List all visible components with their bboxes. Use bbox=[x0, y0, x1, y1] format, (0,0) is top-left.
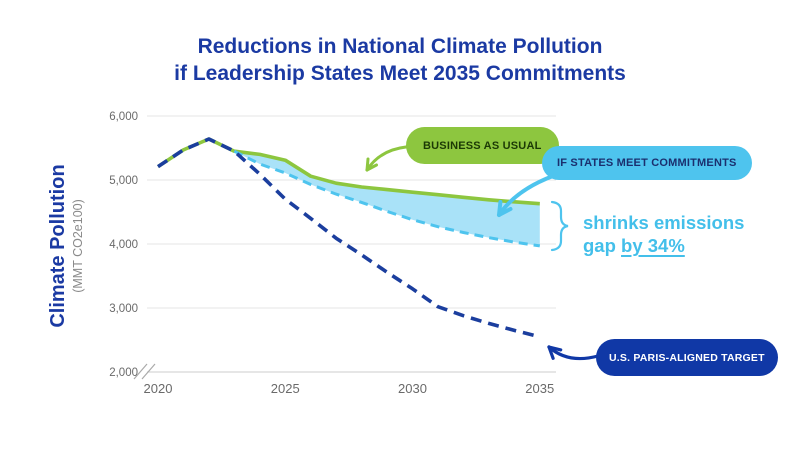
chart-title: Reductions in National Climate Pollution… bbox=[0, 33, 800, 87]
gap-annotation-line1: shrinks emissions bbox=[583, 212, 745, 233]
commitments-label-text: IF STATES MEET COMMITMENTS bbox=[557, 157, 737, 169]
bau-label-text: BUSINESS AS USUAL bbox=[423, 139, 542, 152]
commitments-arrow bbox=[497, 174, 555, 217]
y-tick-label: 4,000 bbox=[109, 239, 138, 251]
y-tick-label: 3,000 bbox=[109, 303, 138, 315]
x-tick-label: 2020 bbox=[144, 381, 173, 396]
chart-title-line2: if Leadership States Meet 2035 Commitmen… bbox=[174, 62, 626, 85]
axis-break-marks bbox=[133, 363, 156, 380]
paris-label-badge: U.S. PARIS-ALIGNED TARGET bbox=[596, 339, 778, 376]
paris-arrow bbox=[547, 345, 600, 361]
paris-label-text: U.S. PARIS-ALIGNED TARGET bbox=[609, 351, 765, 364]
y-tick-label: 2,000 bbox=[109, 367, 138, 379]
x-tick-label: 2035 bbox=[525, 381, 554, 396]
bau-arrow bbox=[365, 145, 408, 172]
x-tick-label: 2030 bbox=[398, 381, 427, 396]
commitments-label-badge: IF STATES MEET COMMITMENTS bbox=[542, 146, 752, 180]
chart-title-line1: Reductions in National Climate Pollution bbox=[197, 35, 603, 58]
y-tick-label: 6,000 bbox=[109, 111, 138, 123]
chart-grid: 2,000 3,000 4,000 5,000 6,000 2020 2025 2030 203… bbox=[109, 111, 556, 396]
y-tick-label: 5,000 bbox=[109, 175, 138, 187]
gap-brace bbox=[550, 200, 569, 252]
bau-label-badge: BUSINESS AS USUAL bbox=[406, 127, 559, 164]
gap-annotation: shrinks emissions gap by 34% bbox=[583, 211, 744, 257]
gap-annotation-line2: gap by 34% bbox=[583, 235, 685, 256]
emissions-gap-fill bbox=[234, 151, 540, 246]
x-tick-label: 2025 bbox=[271, 381, 300, 396]
gap-annotation-underlined: by 34% bbox=[621, 235, 685, 256]
paris-target-line bbox=[157, 137, 541, 339]
